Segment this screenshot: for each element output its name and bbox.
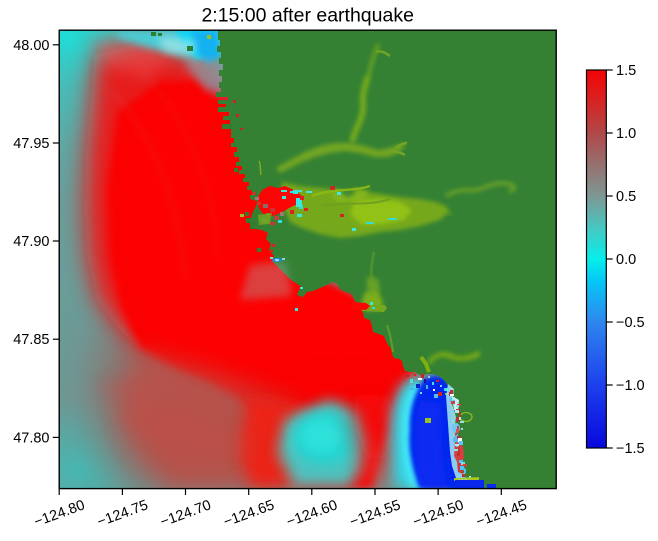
svg-text:0.5: 0.5 [616, 189, 636, 205]
svg-text:47.90: 47.90 [13, 234, 49, 250]
svg-text:47.95: 47.95 [13, 136, 49, 152]
svg-text:48.00: 48.00 [13, 38, 49, 54]
svg-text:47.85: 47.85 [13, 332, 49, 348]
svg-text:−124.45: −124.45 [474, 497, 529, 530]
svg-text:−1.0: −1.0 [616, 378, 645, 394]
svg-text:−124.80: −124.80 [32, 497, 87, 530]
svg-text:−124.75: −124.75 [95, 497, 150, 530]
svg-text:47.80: 47.80 [13, 430, 49, 446]
svg-text:1.0: 1.0 [616, 126, 636, 142]
svg-text:−124.60: −124.60 [285, 497, 340, 530]
svg-text:1.5: 1.5 [616, 63, 636, 79]
svg-text:2:15:00 after earthquake: 2:15:00 after earthquake [201, 5, 414, 27]
svg-text:−1.5: −1.5 [616, 441, 645, 457]
svg-text:−124.70: −124.70 [158, 497, 213, 530]
svg-text:−124.55: −124.55 [348, 497, 403, 530]
svg-text:−124.65: −124.65 [221, 497, 276, 530]
svg-text:−0.5: −0.5 [616, 315, 645, 331]
svg-text:−124.50: −124.50 [411, 497, 466, 530]
svg-text:0.0: 0.0 [616, 252, 636, 268]
